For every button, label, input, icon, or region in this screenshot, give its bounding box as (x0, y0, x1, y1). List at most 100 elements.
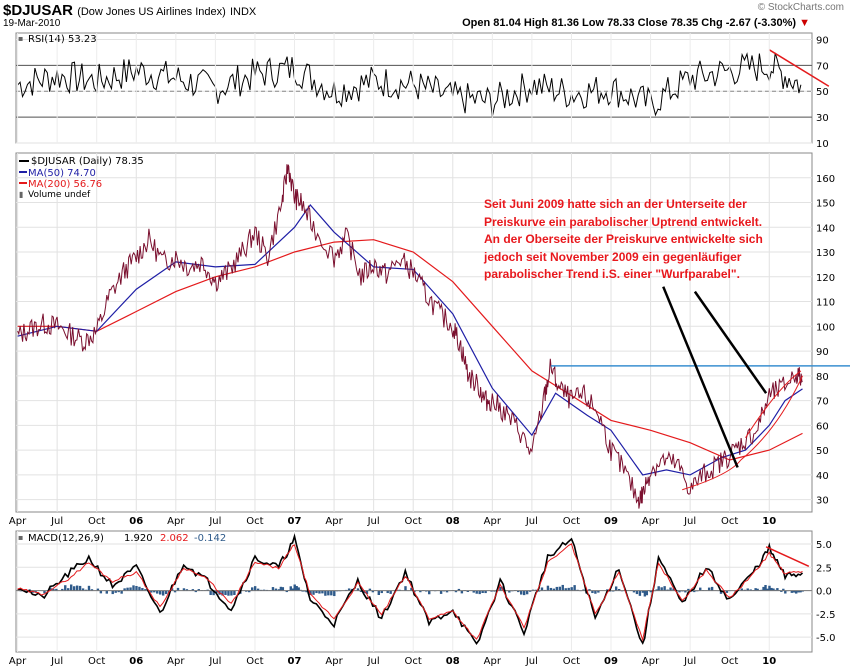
macd-histogram-bar (176, 587, 180, 591)
macd-histogram-bar (558, 586, 561, 591)
price-x-tick-label: Apr (9, 516, 27, 527)
price-tick-label: 120 (816, 273, 835, 284)
macd-histogram-bar (230, 590, 233, 596)
price-x-tick-label: 08 (446, 516, 460, 527)
macd-histogram-bar (105, 590, 108, 594)
price-tick-label: 90 (816, 347, 829, 358)
macd-histogram-bar (170, 588, 174, 591)
macd-histogram-bar (588, 589, 591, 591)
annotation-line: Seit Juni 2009 hatte sich an der Unterse… (484, 197, 747, 211)
macd-histogram-bar (772, 588, 775, 591)
macd-x-tick-label: Oct (88, 656, 105, 667)
macd-histogram-bar (281, 587, 285, 591)
macd-x-tick-label: Oct (721, 656, 738, 667)
macd-histogram-bar (567, 587, 570, 591)
macd-x-tick-label: 08 (446, 656, 460, 667)
price-x-tick-label: Jul (683, 516, 696, 527)
macd-histogram-bar (78, 585, 82, 591)
macd-histogram-bar (72, 586, 76, 591)
price-tick-label: 160 (816, 174, 835, 185)
macd-histogram-bar (111, 590, 114, 595)
macd-histogram-bar (90, 589, 94, 591)
price-tick-label: 50 (816, 446, 829, 457)
macd-histogram-bar (413, 590, 416, 593)
macd-histogram-bar (740, 588, 743, 591)
macd-histogram-bar (466, 590, 470, 592)
macd-histogram-bar (641, 590, 645, 593)
macd-histogram-bar (797, 590, 800, 593)
annotation-line: Preiskurve ein parabolischer Uptrend ent… (484, 214, 763, 229)
close-value: 78.35 (670, 17, 699, 29)
macd-histogram-bar (99, 590, 103, 594)
macd-histogram-bar (614, 586, 618, 591)
annotation-arrow (662, 286, 739, 468)
macd-histogram-bar (362, 590, 366, 594)
macd-histogram-bar (699, 587, 702, 591)
macd-histogram-bar (445, 590, 449, 593)
macd-histogram-bar (34, 590, 37, 593)
macd-histogram-bar (156, 590, 159, 594)
macd-histogram-bar (191, 589, 195, 591)
macd-histogram-bar (439, 590, 443, 594)
price-x-tick-label: Apr (642, 516, 660, 527)
macd-x-tick-label: Oct (246, 656, 263, 667)
macd-histogram-bar (594, 590, 597, 594)
macd-x-tick-label: Apr (9, 656, 27, 667)
macd-histogram-bar (233, 590, 236, 596)
macd-histogram-bar (564, 588, 567, 591)
rsi-tick-label: 50 (816, 87, 829, 98)
exchange-label: INDX (229, 6, 257, 18)
macd-histogram-bar (371, 590, 375, 593)
macd-histogram-bar (606, 589, 609, 591)
price-tick-label: 80 (816, 372, 829, 383)
macd-histogram-bar (333, 590, 336, 597)
macd-x-tick-label: Apr (325, 656, 343, 667)
macd-histogram-bar (161, 590, 165, 596)
macd-histogram-bar (481, 590, 484, 594)
macd-histogram-bar (212, 590, 215, 596)
macd-histogram-bar (245, 590, 248, 592)
macd-histogram-bar (129, 587, 132, 591)
macd-x-tick-label: Jul (208, 656, 221, 667)
rsi-tick-label: 10 (816, 139, 829, 150)
macd-histogram-bar (114, 590, 117, 593)
macd-x-tick-label: Oct (405, 656, 422, 667)
macd-histogram-bar (120, 590, 123, 594)
macd-histogram-bar (159, 590, 162, 595)
macd-histogram-bar (185, 589, 189, 591)
high-value: 81.36 (551, 17, 579, 29)
macd-histogram-bar (182, 588, 186, 591)
macd-x-tick-label: 09 (604, 656, 618, 667)
macd-histogram-bar (425, 590, 428, 592)
macd-histogram-bar (540, 587, 544, 591)
macd-histogram-bar (555, 586, 559, 591)
macd-histogram-bar (164, 590, 168, 595)
price-x-tick-label: 07 (288, 516, 302, 527)
macd-histogram-bar (67, 588, 70, 591)
macd-histogram-bar (297, 587, 300, 591)
price-x-tick-label: 10 (762, 516, 776, 527)
macd-histogram-bar (197, 589, 200, 591)
macd-histogram-bar (321, 590, 324, 594)
symbol-text: $DJUSAR (3, 2, 74, 19)
price-x-tick-label: Jul (50, 516, 63, 527)
macd-histogram-bar (250, 587, 254, 591)
macd-histogram-bar (794, 590, 798, 594)
macd-histogram-bar (546, 585, 550, 591)
macd-histogram-bar (493, 590, 496, 592)
macd-histogram-bar (707, 587, 711, 591)
macd-histogram-bar (655, 589, 658, 591)
macd-histogram-bar (528, 590, 532, 592)
macd-histogram-bar (291, 588, 294, 591)
macd-histogram-bar (617, 588, 621, 591)
macd-histogram-bar (591, 590, 594, 594)
macd-histogram-bar (762, 586, 765, 591)
macd-histogram-bar (312, 590, 315, 595)
macd-histogram-bar (305, 590, 308, 593)
macd-histogram-bar (454, 590, 458, 593)
macd-histogram-bar (756, 588, 759, 591)
macd-histogram-bar (386, 590, 389, 594)
macd-histogram-bar (279, 586, 283, 591)
macd-histogram-bar (330, 590, 333, 596)
macd-histogram-bar (135, 585, 138, 591)
